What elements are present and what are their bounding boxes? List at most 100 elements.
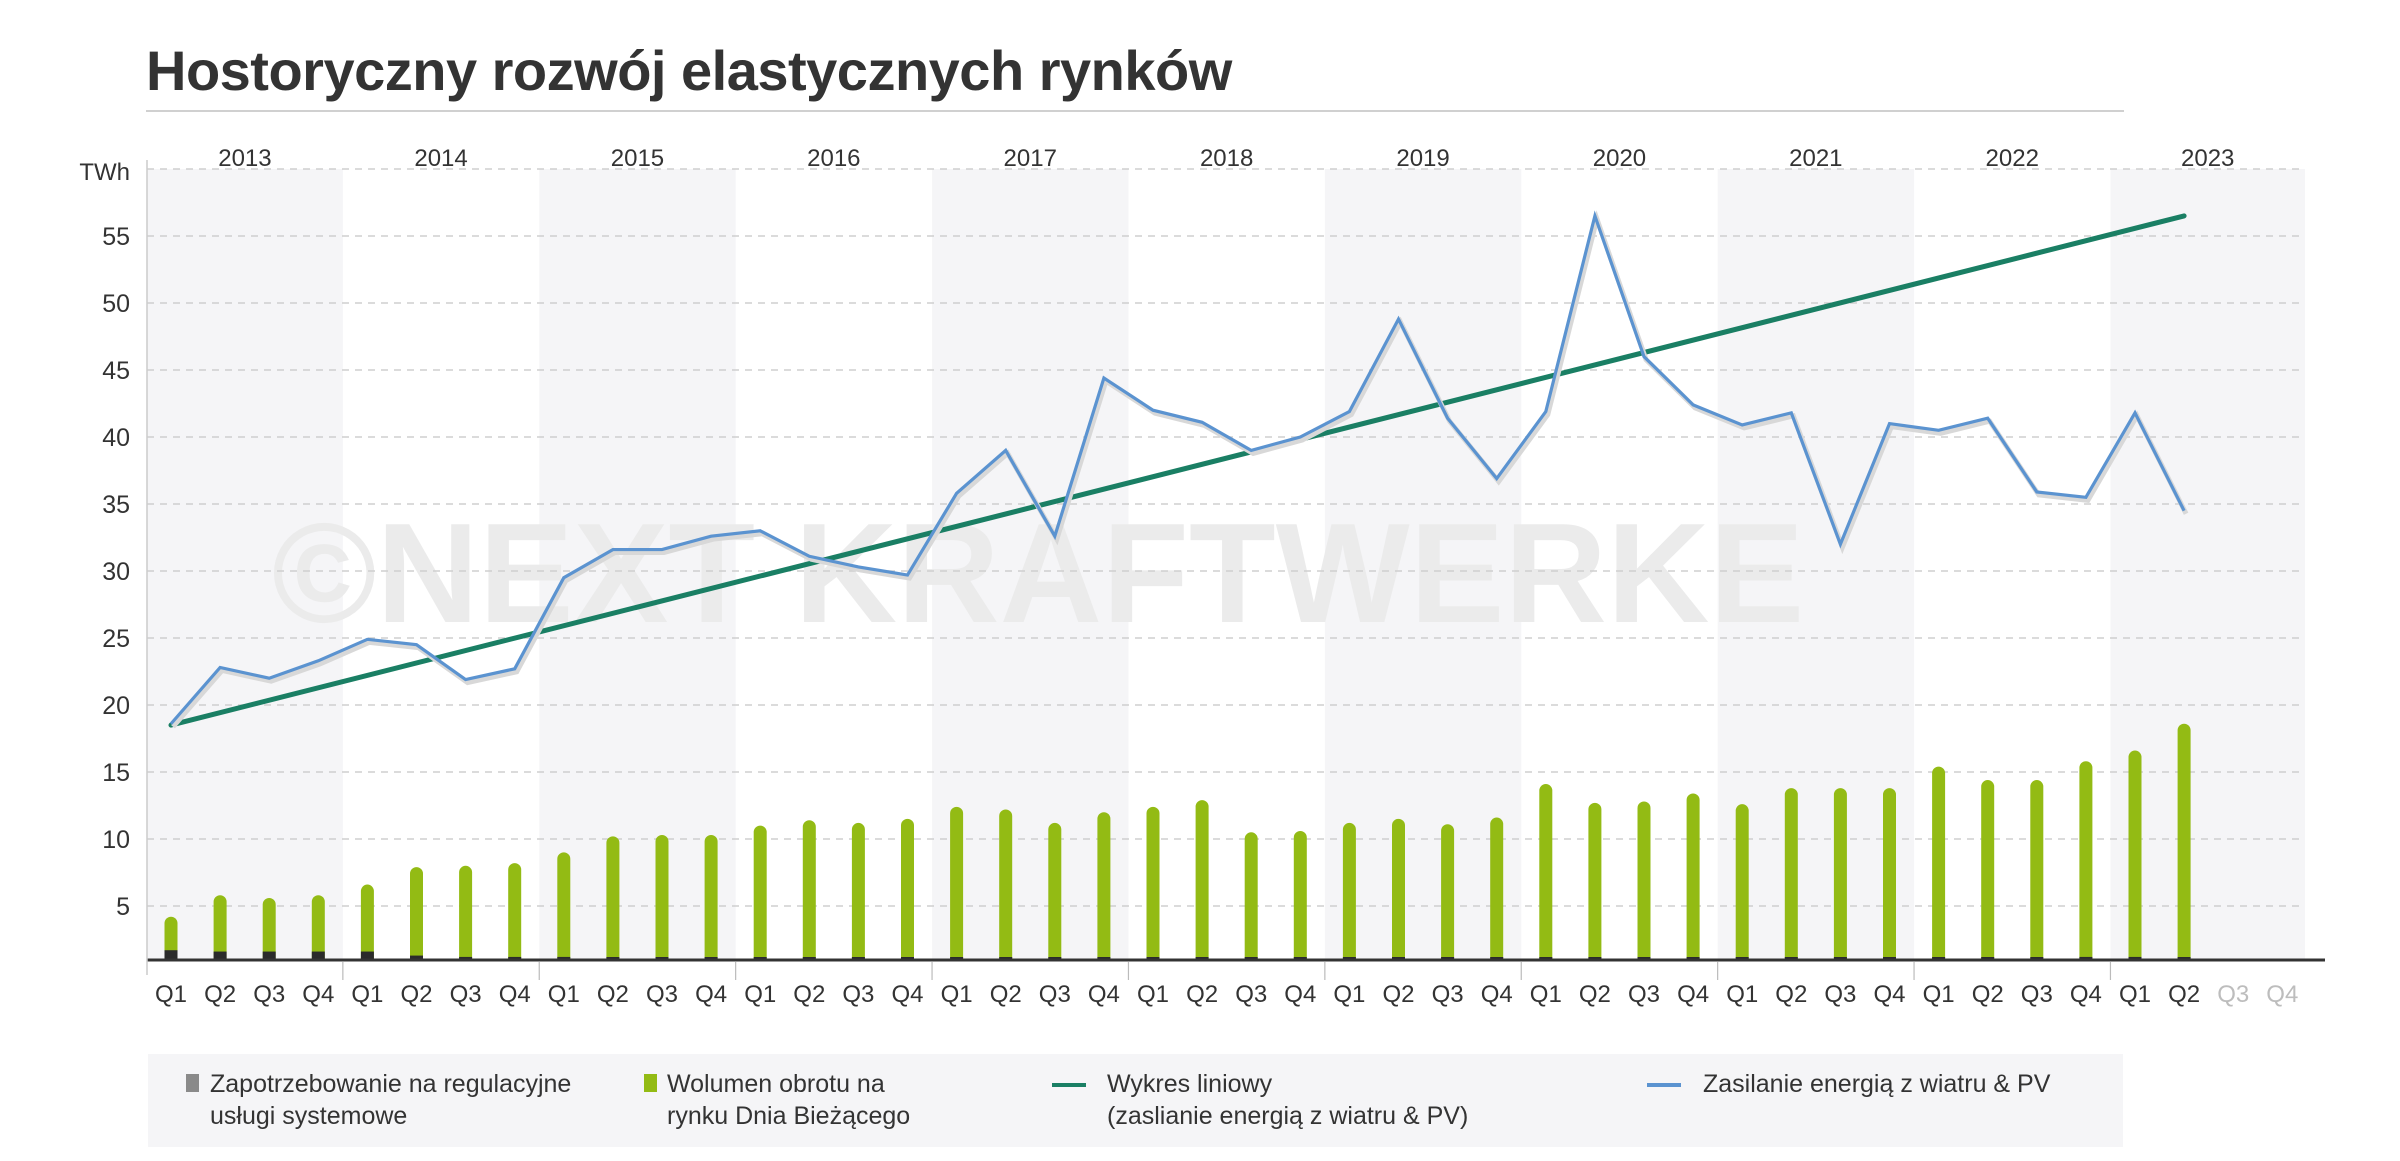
x-tick-label: Q3 — [1235, 981, 1267, 1008]
legend-swatch-trend — [1052, 1083, 1086, 1087]
bar-intraday — [213, 895, 227, 960]
x-tick-label: Q2 — [1972, 981, 2004, 1008]
bar-intraday — [410, 867, 423, 960]
year-label: 2022 — [1986, 145, 2039, 172]
x-tick-label: Q1 — [941, 981, 973, 1008]
year-label: 2016 — [807, 145, 860, 172]
x-tick-label: Q3 — [450, 981, 482, 1008]
x-tick-label: Q2 — [990, 981, 1022, 1008]
bar-intraday — [1981, 780, 1995, 960]
bar-intraday — [557, 852, 571, 960]
bar-intraday — [1048, 822, 1062, 960]
year-label: 2014 — [414, 145, 467, 172]
year-band — [932, 169, 1129, 960]
x-tick-label: Q3 — [842, 981, 874, 1008]
y-tick-label: 45 — [102, 357, 130, 385]
bar-intraday — [1588, 802, 1602, 960]
bar-regulation — [311, 951, 325, 960]
watermark: ©NEXT KRAFTWERKE — [272, 494, 1804, 653]
x-tick-label: Q3 — [2021, 981, 2053, 1008]
x-tick-label: Q1 — [1137, 981, 1169, 1008]
x-tick-label: Q4 — [2070, 981, 2102, 1008]
bar-intraday — [1883, 788, 1896, 960]
x-tick-label: Q1 — [1726, 981, 1758, 1008]
bar-intraday — [2030, 780, 2044, 960]
bar-intraday — [1686, 793, 1700, 960]
bar-intraday — [1735, 804, 1749, 960]
bar-intraday — [1244, 832, 1258, 960]
x-tick-label: Q4 — [499, 981, 531, 1008]
legend-item-trend: Wykres liniowy (zaslianie energią z wiat… — [1052, 1068, 1468, 1132]
legend-label: rynku Dnia Bieżącego — [667, 1102, 911, 1130]
year-label: 2019 — [1396, 145, 1449, 172]
x-tick-label: Q3 — [1432, 981, 1464, 1008]
bar-intraday — [802, 820, 816, 960]
legend-label: (zaslianie energią z wiatru & PV) — [1107, 1102, 1469, 1130]
x-tick-label: Q4 — [302, 981, 334, 1008]
x-tick-label: Q2 — [793, 981, 825, 1008]
year-label: 2017 — [1004, 145, 1057, 172]
x-tick-label: Q3 — [1039, 981, 1071, 1008]
y-axis-unit: TWh — [79, 159, 130, 186]
x-tick-label: Q2 — [597, 981, 629, 1008]
bar-regulation — [164, 950, 178, 960]
bar-regulation — [459, 956, 473, 960]
x-tick-label: Q2 — [1382, 981, 1414, 1008]
bar-intraday — [1392, 818, 1405, 960]
title-divider — [146, 110, 2124, 112]
x-tick-label: Q1 — [2119, 981, 2151, 1008]
bar-intraday — [1539, 784, 1553, 960]
legend: Zapotrzebowanie na regulacyjne usługi sy… — [148, 1054, 2123, 1147]
bar-intraday — [2079, 761, 2093, 960]
x-tick-label: Q4 — [2266, 981, 2298, 1008]
y-tick-labels: 5 10 15 20 25 30 35 40 45 50 55 — [102, 223, 130, 921]
year-band — [2110, 169, 2305, 960]
year-label: 2021 — [1789, 145, 1842, 172]
bar-intraday — [508, 863, 522, 960]
legend-label: Wolumen obrotu na — [667, 1070, 885, 1098]
bar-intraday — [1784, 788, 1798, 960]
bar-intraday — [164, 916, 178, 960]
wind-pv-line — [169, 210, 2186, 725]
year-band — [147, 169, 343, 960]
x-tick-labels: Q1 Q2 Q3 Q4 Q1 Q2 Q3 Q4 Q1 Q2 Q3 Q4 Q1 Q2 Q3 Q4 Q1 Q2 Q3 Q4… — [155, 981, 2298, 1008]
bar-intraday — [1195, 800, 1209, 960]
x-tick-label: Q1 — [155, 981, 187, 1008]
legend-swatch-windpv — [1647, 1083, 1681, 1087]
bar-intraday — [753, 825, 767, 960]
y-tick-label: 15 — [102, 759, 130, 787]
bar-intraday — [999, 809, 1013, 960]
bar-intraday — [1342, 822, 1356, 960]
year-label: 2020 — [1593, 145, 1646, 172]
y-tick-label: 30 — [102, 558, 130, 586]
x-tick-label: Q4 — [891, 981, 923, 1008]
bar-regulation — [2128, 956, 2142, 960]
bar-intraday — [655, 834, 669, 960]
bar-regulation — [508, 956, 522, 960]
legend-item-intraday: Wolumen obrotu na rynku Dnia Bieżącego — [644, 1068, 910, 1132]
bar-regulation — [2079, 956, 2093, 960]
bar-intraday — [1932, 766, 1946, 960]
bar-intraday — [360, 884, 374, 960]
x-tick-label: Q2 — [400, 981, 432, 1008]
legend-swatch-regulation — [186, 1074, 199, 1092]
y-tick-label: 55 — [102, 223, 130, 251]
bar-intraday — [1637, 801, 1651, 960]
year-label: 2013 — [218, 145, 271, 172]
trend-line — [168, 213, 2187, 728]
y-tick-label: 20 — [102, 692, 130, 720]
bar-intraday — [262, 897, 276, 960]
x-tick-label: Q3 — [646, 981, 678, 1008]
x-tick-label: Q4 — [1873, 981, 1905, 1008]
bar-regulation — [360, 951, 374, 960]
legend-swatch-intraday — [644, 1074, 657, 1092]
bar-intraday — [459, 865, 473, 960]
bar-intraday — [1833, 788, 1847, 960]
x-tick-label: Q3 — [2217, 981, 2249, 1008]
x-tick-label: Q1 — [1923, 981, 1955, 1008]
x-tick-label: Q4 — [1481, 981, 1513, 1008]
bar-intraday — [1490, 817, 1504, 960]
bars — [164, 723, 2191, 960]
y-tick-label: 50 — [102, 290, 130, 318]
